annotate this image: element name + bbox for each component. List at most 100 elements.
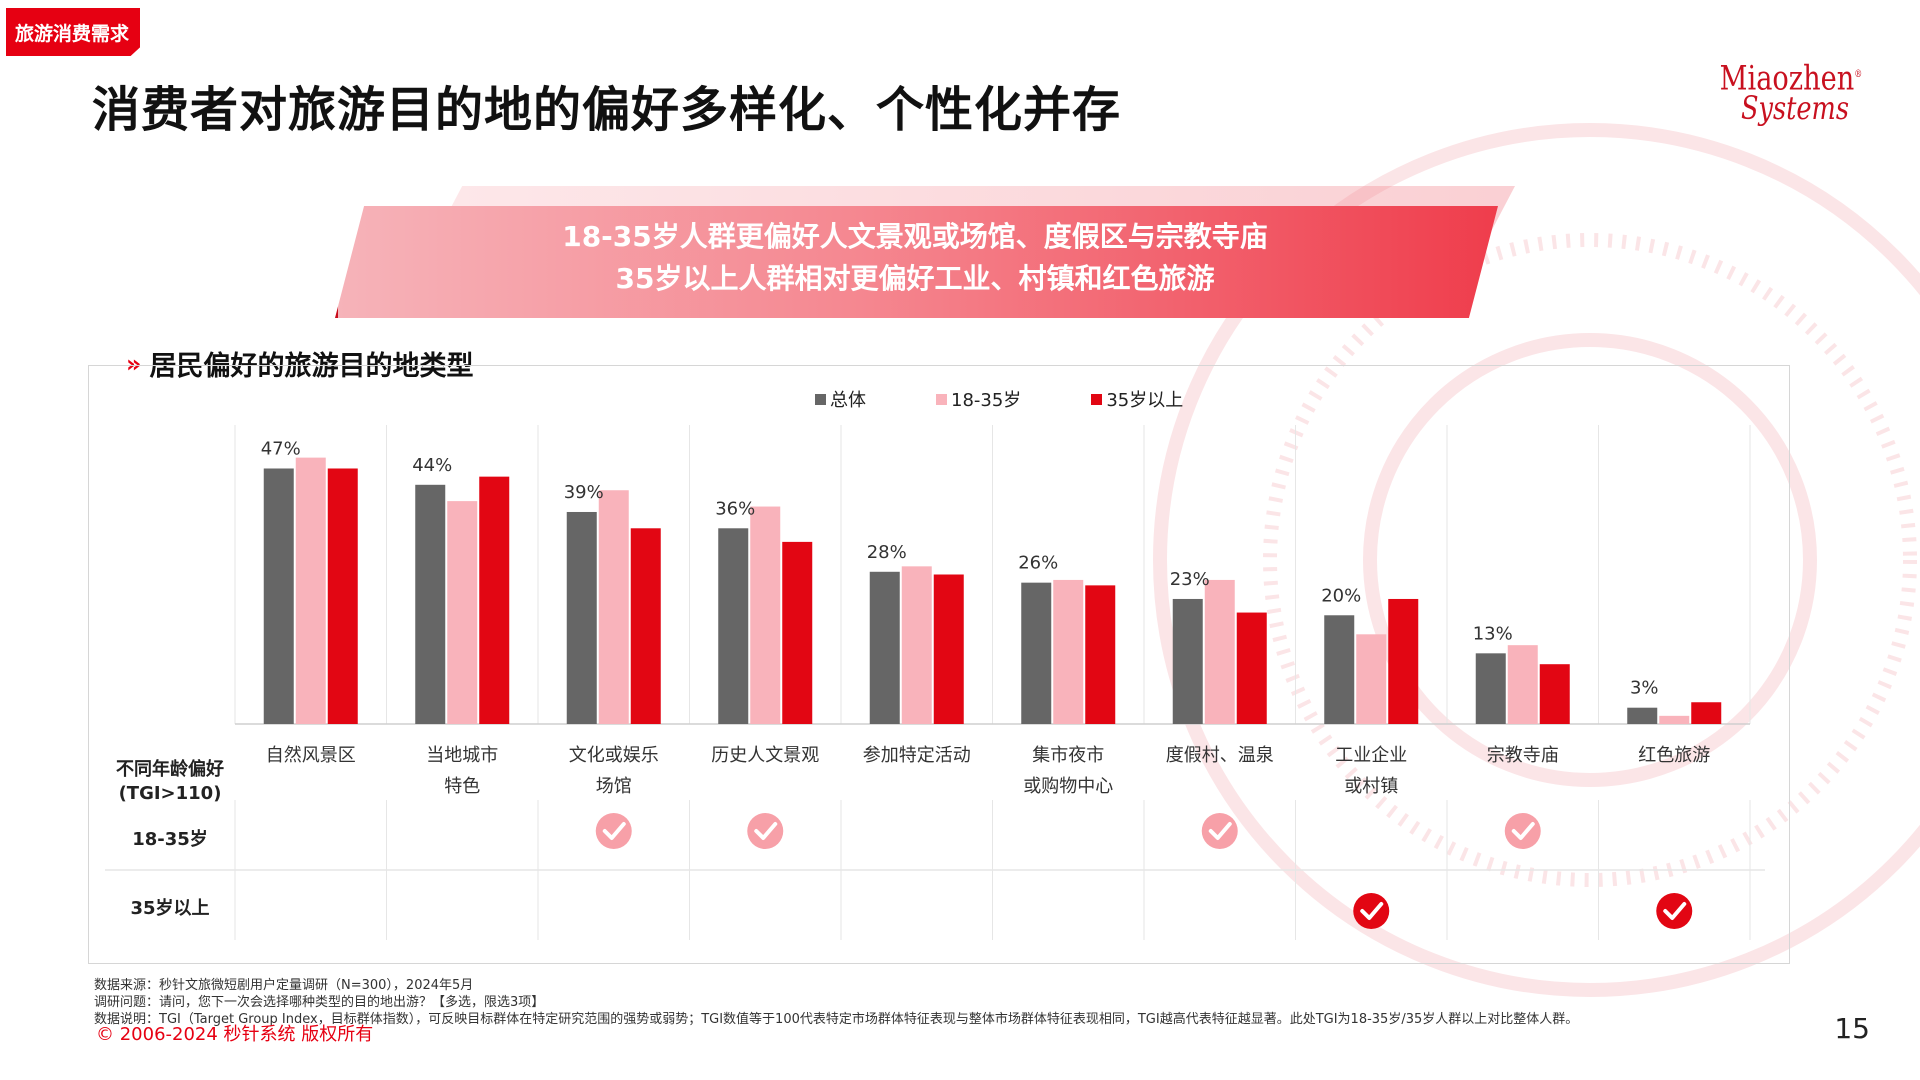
data-label: 3% <box>1630 678 1659 699</box>
bar-overall <box>1172 598 1203 724</box>
bar-overall <box>566 511 597 724</box>
legend-label-young: 18-35岁 <box>951 390 1022 411</box>
category-label: 红色旅游 <box>1638 745 1710 766</box>
bar-overall <box>1627 707 1658 724</box>
bar-overall <box>415 484 446 724</box>
bar-older <box>1691 702 1722 724</box>
bar-young <box>598 490 629 724</box>
category-label: 历史人文景观 <box>711 745 819 766</box>
bar-older <box>630 528 661 724</box>
bar-young <box>447 501 478 724</box>
brand-line1: Miaozhen <box>1719 58 1854 99</box>
category-label: 或村镇 <box>1344 776 1398 797</box>
bar-young <box>295 457 326 724</box>
chart-heading-text: 居民偏好的旅游目的地类型 <box>149 351 474 382</box>
brand-line2: Systems <box>1740 89 1849 128</box>
bar-young <box>1053 579 1084 724</box>
legend-swatch-older <box>1091 393 1103 405</box>
check-icon <box>595 813 632 849</box>
bar-young <box>750 506 781 724</box>
brand-logo: Miaozhen® Systems <box>1719 58 1862 128</box>
bar-older <box>479 476 510 724</box>
bar-overall <box>1475 653 1506 724</box>
check-mark <box>1663 902 1687 920</box>
bar-young <box>1204 579 1235 724</box>
chart-panel <box>88 365 1790 964</box>
bar-older <box>1085 585 1116 724</box>
section-tag: 旅游消费需求 <box>6 8 140 56</box>
category-label: 参加特定活动 <box>863 745 971 766</box>
category-label: 宗教寺庙 <box>1487 745 1559 766</box>
data-label: 39% <box>564 482 604 503</box>
tgi-row-label-young: 18-35岁 <box>132 829 208 850</box>
data-label: 36% <box>715 498 755 519</box>
tgi-row-label-older: 35岁以上 <box>130 898 210 919</box>
bar-young <box>1659 715 1690 724</box>
chart-legend: 总体 18-35岁 35岁以上 <box>815 386 1183 412</box>
check-icon <box>1504 813 1541 849</box>
footnote-tgi-note: 数据说明：TGI（Target Group Index，目标群体指数），可反映目… <box>94 1012 1579 1027</box>
data-label: 28% <box>867 542 907 563</box>
check-mark <box>1511 822 1535 840</box>
bar-older <box>933 574 964 724</box>
legend-swatch-overall <box>815 393 826 405</box>
key-finding-banner: 18-35岁人群更偏好人文景观或场馆、度假区与宗教寺庙 35岁以上人群相对更偏好… <box>335 186 1565 318</box>
category-label: 工业企业 <box>1335 745 1407 766</box>
footnote-question: 调研问题：请问，您下一次会选择哪种类型的目的地出游？【多选，限选3项】 <box>94 995 545 1010</box>
category-label: 或购物中心 <box>1023 776 1113 797</box>
tgi-header-line-0: 不同年龄偏好 <box>116 759 224 780</box>
bar-young <box>1356 634 1387 724</box>
legend-item-young: 18-35岁 <box>936 386 1021 412</box>
category-label: 特色 <box>444 776 480 797</box>
category-label: 文化或娱乐 <box>569 745 659 766</box>
footnote-source: 数据来源：秒针文旅微短剧用户定量调研（N=300），2024年5月 <box>94 978 474 993</box>
legend-item-older: 35岁以上 <box>1091 386 1183 412</box>
legend-swatch-young <box>936 393 947 405</box>
bar-overall <box>263 468 294 724</box>
page-title: 消费者对旅游目的地的偏好多样化、个性化并存 <box>92 82 1122 138</box>
check-icon <box>1353 893 1390 929</box>
category-label: 当地城市 <box>426 745 498 766</box>
bar-overall <box>869 571 900 724</box>
category-label: 集市夜市 <box>1032 745 1104 766</box>
copyright: © 2006-2024 秒针系统 版权所有 <box>96 1024 374 1045</box>
bar-overall <box>718 528 749 724</box>
bar-older <box>1236 612 1267 724</box>
check-icon <box>1201 813 1238 849</box>
data-label: 23% <box>1170 569 1210 590</box>
page-number: 15 <box>1834 1012 1870 1045</box>
bar-young <box>1507 645 1538 724</box>
check-mark <box>1360 902 1384 920</box>
bar-older <box>327 468 358 724</box>
check-icon <box>1656 893 1693 929</box>
check-mark <box>1208 822 1232 840</box>
bar-overall <box>1324 615 1355 724</box>
bar-older <box>782 541 813 724</box>
banner-text: 18-35岁人群更偏好人文景观或场馆、度假区与宗教寺庙 35岁以上人群相对更偏好… <box>335 216 1495 300</box>
banner-line-1: 18-35岁人群更偏好人文景观或场馆、度假区与宗教寺庙 <box>562 220 1268 253</box>
bar-older <box>1388 598 1419 724</box>
data-label: 20% <box>1321 585 1361 606</box>
legend-label-older: 35岁以上 <box>1106 390 1184 411</box>
category-label: 自然风景区 <box>266 745 356 766</box>
bar-overall <box>1021 582 1052 724</box>
data-label: 44% <box>412 455 452 476</box>
legend-label-overall: 总体 <box>830 390 866 411</box>
category-label: 场馆 <box>596 776 632 797</box>
check-mark <box>602 822 626 840</box>
bar-young <box>901 566 932 724</box>
data-label: 26% <box>1018 553 1058 574</box>
brand-reg: ® <box>1854 69 1862 80</box>
tgi-header-line-1: (TGI>110) <box>118 783 222 804</box>
tgi-header: 不同年龄偏好 (TGI>110) <box>100 758 240 806</box>
banner-line-2: 35岁以上人群相对更偏好工业、村镇和红色旅游 <box>615 262 1215 295</box>
data-label: 13% <box>1473 623 1513 644</box>
bar-older <box>1539 664 1570 724</box>
category-label: 度假村、温泉 <box>1166 745 1274 766</box>
check-mark <box>754 822 778 840</box>
chart-heading: » 居民偏好的旅游目的地类型 <box>126 344 474 383</box>
data-label: 47% <box>261 438 301 459</box>
check-icon <box>747 813 784 849</box>
